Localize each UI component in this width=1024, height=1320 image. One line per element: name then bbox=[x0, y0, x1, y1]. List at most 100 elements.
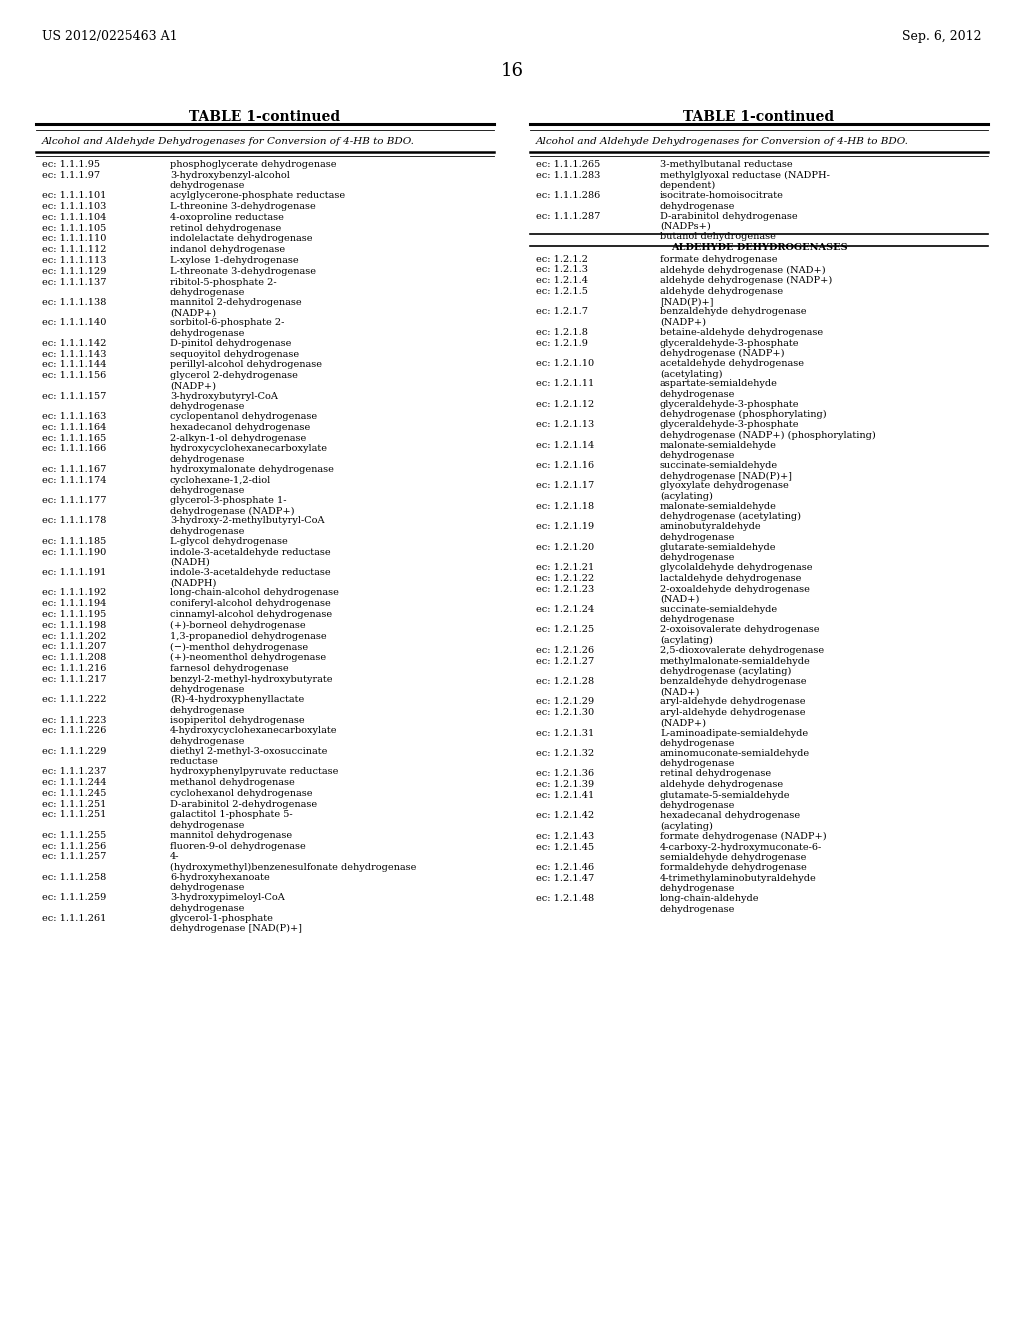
Text: glycerol 2-dehydrogenase
(NADP+): glycerol 2-dehydrogenase (NADP+) bbox=[170, 371, 298, 391]
Text: (R)-4-hydroxyphenyllactate
dehydrogenase: (R)-4-hydroxyphenyllactate dehydrogenase bbox=[170, 696, 304, 714]
Text: 16: 16 bbox=[501, 62, 523, 81]
Text: acylglycerone-phosphate reductase: acylglycerone-phosphate reductase bbox=[170, 191, 345, 201]
Text: ec: 1.2.1.31: ec: 1.2.1.31 bbox=[536, 729, 594, 738]
Text: ec: 1.2.1.47: ec: 1.2.1.47 bbox=[536, 874, 594, 883]
Text: ec: 1.1.1.137: ec: 1.1.1.137 bbox=[42, 277, 106, 286]
Text: ec: 1.1.1.286: ec: 1.1.1.286 bbox=[536, 191, 600, 201]
Text: D-pinitol dehydrogenase: D-pinitol dehydrogenase bbox=[170, 339, 292, 347]
Text: Alcohol and Aldehyde Dehydrogenases for Conversion of 4-HB to BDO.: Alcohol and Aldehyde Dehydrogenases for … bbox=[536, 137, 909, 147]
Text: ec: 1.2.1.41: ec: 1.2.1.41 bbox=[536, 791, 594, 800]
Text: glycolaldehyde dehydrogenase: glycolaldehyde dehydrogenase bbox=[660, 564, 812, 572]
Text: farnesol dehydrogenase: farnesol dehydrogenase bbox=[170, 664, 289, 673]
Text: glyceraldehyde-3-phosphate
dehydrogenase (phosphorylating): glyceraldehyde-3-phosphate dehydrogenase… bbox=[660, 400, 826, 420]
Text: ec: 1.1.1.251: ec: 1.1.1.251 bbox=[42, 800, 106, 809]
Text: ec: 1.2.1.27: ec: 1.2.1.27 bbox=[536, 656, 594, 665]
Text: retinal dehydrogenase: retinal dehydrogenase bbox=[660, 770, 771, 779]
Text: ec: 1.1.1.185: ec: 1.1.1.185 bbox=[42, 537, 106, 545]
Text: ec: 1.2.1.39: ec: 1.2.1.39 bbox=[536, 780, 594, 789]
Text: L-threonine 3-dehydrogenase: L-threonine 3-dehydrogenase bbox=[170, 202, 315, 211]
Text: mannitol dehydrogenase: mannitol dehydrogenase bbox=[170, 830, 292, 840]
Text: 2-oxoaldehyde dehydrogenase
(NAD+): 2-oxoaldehyde dehydrogenase (NAD+) bbox=[660, 585, 810, 605]
Text: ec: 1.1.1.177: ec: 1.1.1.177 bbox=[42, 496, 106, 506]
Text: ec: 1.2.1.23: ec: 1.2.1.23 bbox=[536, 585, 594, 594]
Text: ec: 1.1.1.110: ec: 1.1.1.110 bbox=[42, 235, 106, 243]
Text: glyceraldehyde-3-phosphate
dehydrogenase (NADP+) (phosphorylating): glyceraldehyde-3-phosphate dehydrogenase… bbox=[660, 420, 876, 440]
Text: ec: 1.1.1.101: ec: 1.1.1.101 bbox=[42, 191, 106, 201]
Text: diethyl 2-methyl-3-oxosuccinate
reductase: diethyl 2-methyl-3-oxosuccinate reductas… bbox=[170, 747, 328, 766]
Text: 3-hydroxybutyryl-CoA
dehydrogenase: 3-hydroxybutyryl-CoA dehydrogenase bbox=[170, 392, 278, 411]
Text: TABLE 1-continued: TABLE 1-continued bbox=[683, 110, 835, 124]
Text: ec: 1.2.1.28: ec: 1.2.1.28 bbox=[536, 677, 594, 686]
Text: glyoxylate dehydrogenase
(acylating): glyoxylate dehydrogenase (acylating) bbox=[660, 482, 788, 502]
Text: ec: 1.1.1.140: ec: 1.1.1.140 bbox=[42, 318, 106, 327]
Text: D-arabinitol dehydrogenase
(NADPs+): D-arabinitol dehydrogenase (NADPs+) bbox=[660, 211, 798, 231]
Text: ec: 1.1.1.103: ec: 1.1.1.103 bbox=[42, 202, 106, 211]
Text: indole-3-acetaldehyde reductase
(NADH): indole-3-acetaldehyde reductase (NADH) bbox=[170, 548, 331, 568]
Text: ec: 1.2.1.3: ec: 1.2.1.3 bbox=[536, 265, 588, 275]
Text: ec: 1.1.1.97: ec: 1.1.1.97 bbox=[42, 170, 100, 180]
Text: ec: 1.2.1.13: ec: 1.2.1.13 bbox=[536, 420, 594, 429]
Text: ec: 1.1.1.192: ec: 1.1.1.192 bbox=[42, 589, 106, 598]
Text: ec: 1.1.1.259: ec: 1.1.1.259 bbox=[42, 894, 106, 902]
Text: fluoren-9-ol dehydrogenase: fluoren-9-ol dehydrogenase bbox=[170, 842, 306, 850]
Text: methylglyoxal reductase (NADPH-
dependent): methylglyoxal reductase (NADPH- dependen… bbox=[660, 170, 829, 190]
Text: ec: 1.2.1.32: ec: 1.2.1.32 bbox=[536, 748, 594, 758]
Text: glutamate-5-semialdehyde
dehydrogenase: glutamate-5-semialdehyde dehydrogenase bbox=[660, 791, 791, 810]
Text: ec: 1.1.1.265: ec: 1.1.1.265 bbox=[536, 160, 600, 169]
Text: US 2012/0225463 A1: US 2012/0225463 A1 bbox=[42, 30, 177, 44]
Text: aminomuconate-semialdehyde
dehydrogenase: aminomuconate-semialdehyde dehydrogenase bbox=[660, 748, 810, 768]
Text: 1,3-propanediol dehydrogenase: 1,3-propanediol dehydrogenase bbox=[170, 631, 327, 640]
Text: sorbitol-6-phosphate 2-
dehydrogenase: sorbitol-6-phosphate 2- dehydrogenase bbox=[170, 318, 285, 338]
Text: ec: 1.1.1.207: ec: 1.1.1.207 bbox=[42, 643, 106, 651]
Text: Sep. 6, 2012: Sep. 6, 2012 bbox=[902, 30, 982, 44]
Text: ec: 1.1.1.223: ec: 1.1.1.223 bbox=[42, 715, 106, 725]
Text: ec: 1.1.1.195: ec: 1.1.1.195 bbox=[42, 610, 106, 619]
Text: betaine-aldehyde dehydrogenase: betaine-aldehyde dehydrogenase bbox=[660, 327, 823, 337]
Text: ec: 1.1.1.191: ec: 1.1.1.191 bbox=[42, 568, 106, 577]
Text: ec: 1.1.1.143: ec: 1.1.1.143 bbox=[42, 350, 106, 359]
Text: malonate-semialdehyde
dehydrogenase: malonate-semialdehyde dehydrogenase bbox=[660, 441, 777, 459]
Text: ec: 1.2.1.12: ec: 1.2.1.12 bbox=[536, 400, 594, 409]
Text: (−)-menthol dehydrogenase: (−)-menthol dehydrogenase bbox=[170, 643, 308, 652]
Text: ec: 1.1.1.287: ec: 1.1.1.287 bbox=[536, 211, 600, 220]
Text: hexadecanal dehydrogenase
(acylating): hexadecanal dehydrogenase (acylating) bbox=[660, 812, 800, 832]
Text: ec: 1.1.1.222: ec: 1.1.1.222 bbox=[42, 696, 106, 704]
Text: long-chain-alcohol dehydrogenase: long-chain-alcohol dehydrogenase bbox=[170, 589, 339, 598]
Text: D-arabinitol 2-dehydrogenase: D-arabinitol 2-dehydrogenase bbox=[170, 800, 317, 809]
Text: ec: 1.1.1.194: ec: 1.1.1.194 bbox=[42, 599, 106, 609]
Text: ec: 1.1.1.165: ec: 1.1.1.165 bbox=[42, 433, 106, 442]
Text: hydroxyphenylpyruvate reductase: hydroxyphenylpyruvate reductase bbox=[170, 767, 338, 776]
Text: Alcohol and Aldehyde Dehydrogenases for Conversion of 4-HB to BDO.: Alcohol and Aldehyde Dehydrogenases for … bbox=[42, 137, 415, 147]
Text: 3-hydroxypimeloyl-CoA
dehydrogenase: 3-hydroxypimeloyl-CoA dehydrogenase bbox=[170, 894, 285, 912]
Text: ec: 1.1.1.113: ec: 1.1.1.113 bbox=[42, 256, 106, 265]
Text: hydroxycyclohexanecarboxylate
dehydrogenase: hydroxycyclohexanecarboxylate dehydrogen… bbox=[170, 445, 328, 463]
Text: ec: 1.1.1.198: ec: 1.1.1.198 bbox=[42, 620, 106, 630]
Text: ec: 1.1.1.283: ec: 1.1.1.283 bbox=[536, 170, 600, 180]
Text: ec: 1.2.1.14: ec: 1.2.1.14 bbox=[536, 441, 594, 450]
Text: aldehyde dehydrogenase (NADP+): aldehyde dehydrogenase (NADP+) bbox=[660, 276, 833, 285]
Text: ec: 1.2.1.5: ec: 1.2.1.5 bbox=[536, 286, 588, 296]
Text: ec: 1.1.1.245: ec: 1.1.1.245 bbox=[42, 789, 106, 797]
Text: hydroxymalonate dehydrogenase: hydroxymalonate dehydrogenase bbox=[170, 465, 334, 474]
Text: ec: 1.1.1.112: ec: 1.1.1.112 bbox=[42, 246, 106, 255]
Text: ec: 1.1.1.104: ec: 1.1.1.104 bbox=[42, 213, 106, 222]
Text: ec: 1.1.1.178: ec: 1.1.1.178 bbox=[42, 516, 106, 525]
Text: 4-trimethylaminobutyraldehyde
dehydrogenase: 4-trimethylaminobutyraldehyde dehydrogen… bbox=[660, 874, 817, 894]
Text: 2-alkyn-1-ol dehydrogenase: 2-alkyn-1-ol dehydrogenase bbox=[170, 433, 306, 442]
Text: ec: 1.1.1.105: ec: 1.1.1.105 bbox=[42, 223, 106, 232]
Text: ec: 1.1.1.156: ec: 1.1.1.156 bbox=[42, 371, 106, 380]
Text: ec: 1.2.1.19: ec: 1.2.1.19 bbox=[536, 523, 594, 531]
Text: ec: 1.1.1.258: ec: 1.1.1.258 bbox=[42, 873, 106, 882]
Text: malonate-semialdehyde
dehydrogenase (acetylating): malonate-semialdehyde dehydrogenase (ace… bbox=[660, 502, 801, 521]
Text: benzyl-2-methyl-hydroxybutyrate
dehydrogenase: benzyl-2-methyl-hydroxybutyrate dehydrog… bbox=[170, 675, 334, 694]
Text: ec: 1.2.1.25: ec: 1.2.1.25 bbox=[536, 626, 594, 635]
Text: hexadecanol dehydrogenase: hexadecanol dehydrogenase bbox=[170, 422, 310, 432]
Text: aminobutyraldehyde
dehydrogenase: aminobutyraldehyde dehydrogenase bbox=[660, 523, 762, 541]
Text: galactitol 1-phosphate 5-
dehydrogenase: galactitol 1-phosphate 5- dehydrogenase bbox=[170, 810, 293, 830]
Text: 3-methylbutanal reductase: 3-methylbutanal reductase bbox=[660, 160, 793, 169]
Text: 4-carboxy-2-hydroxymuconate-6-
semialdehyde dehydrogenase: 4-carboxy-2-hydroxymuconate-6- semialdeh… bbox=[660, 842, 822, 862]
Text: L-xylose 1-dehydrogenase: L-xylose 1-dehydrogenase bbox=[170, 256, 299, 265]
Text: indanol dehydrogenase: indanol dehydrogenase bbox=[170, 246, 285, 255]
Text: ec: 1.1.1.216: ec: 1.1.1.216 bbox=[42, 664, 106, 673]
Text: 2-oxoisovalerate dehydrogenase
(acylating): 2-oxoisovalerate dehydrogenase (acylatin… bbox=[660, 626, 819, 645]
